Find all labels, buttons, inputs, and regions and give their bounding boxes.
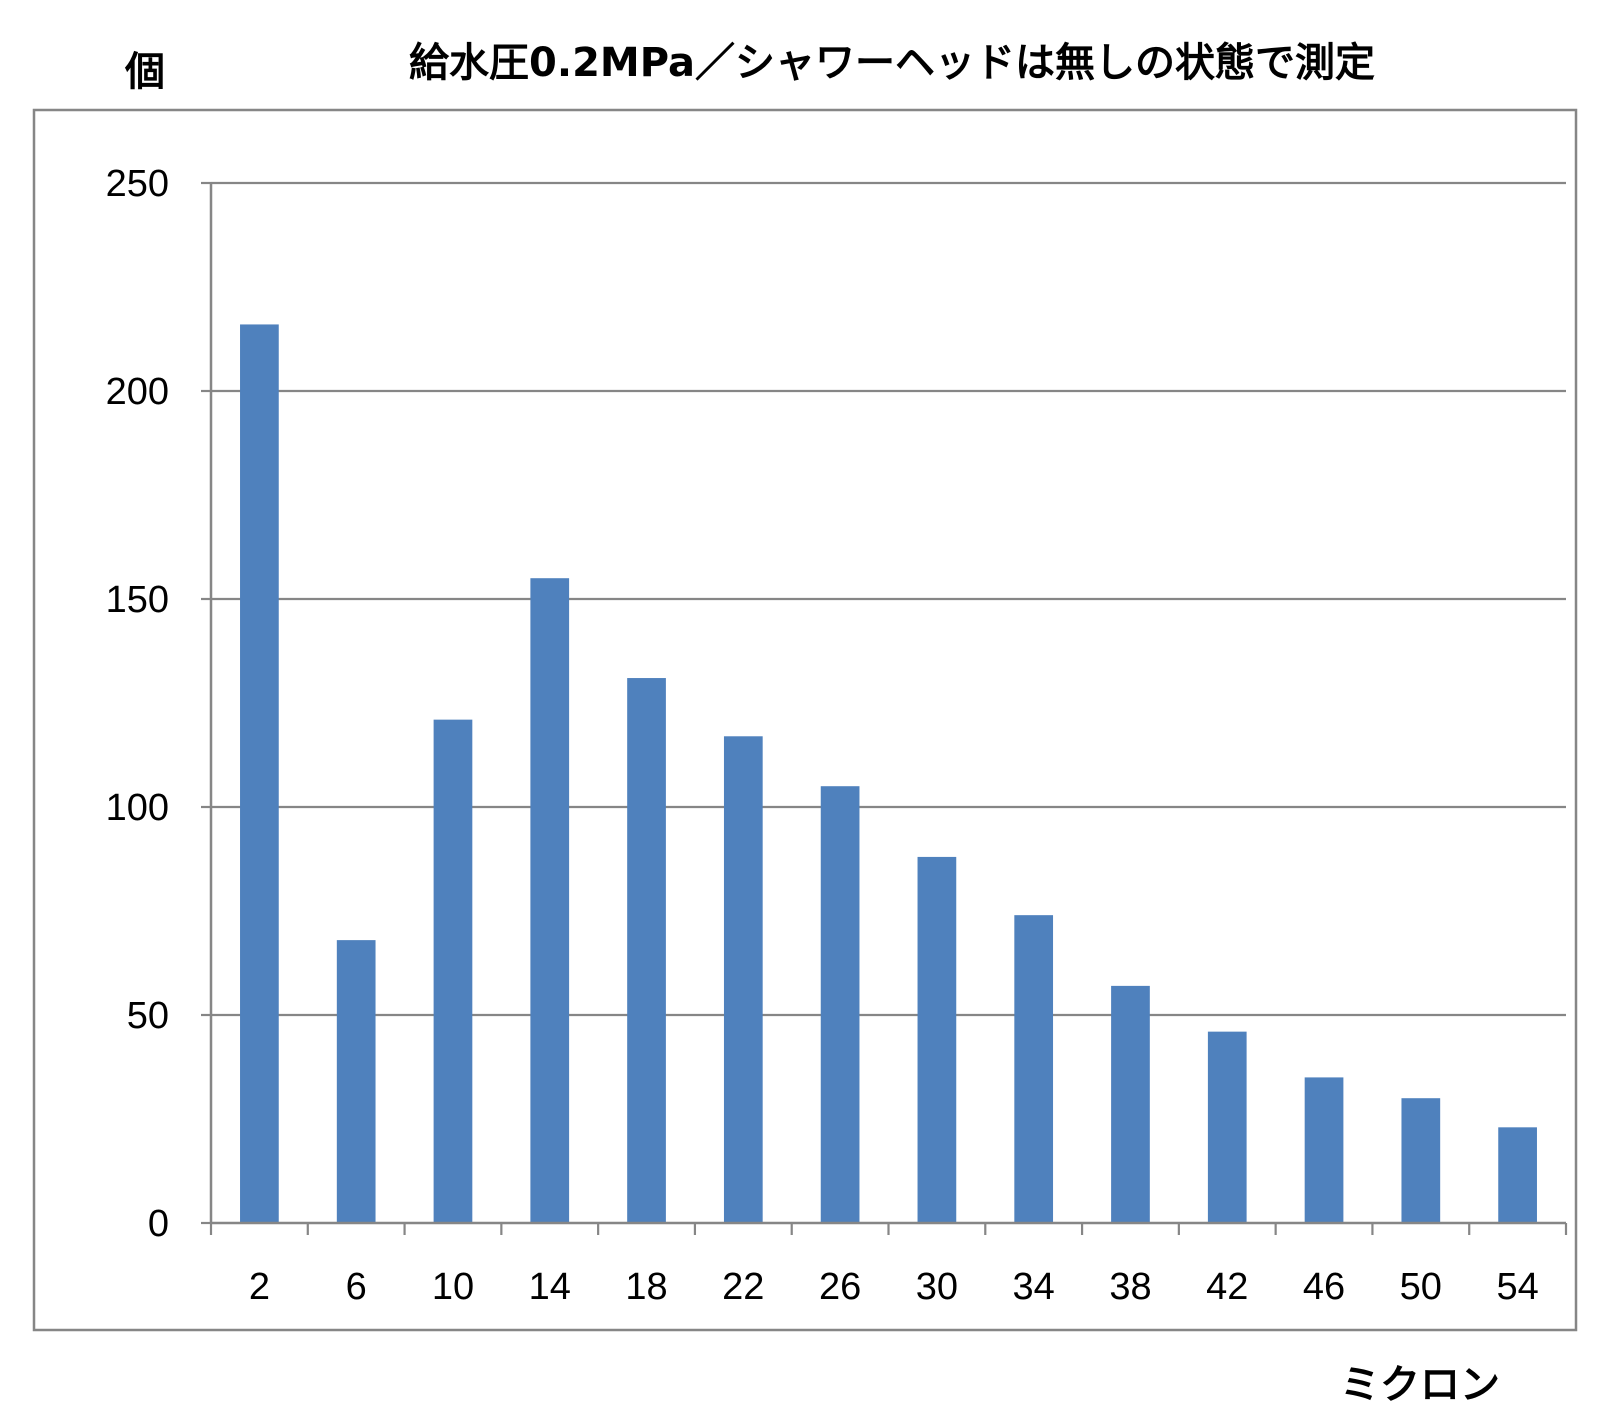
bar-6 bbox=[336, 940, 376, 1223]
bar-18 bbox=[627, 678, 666, 1223]
y-tick-label-100: 100 bbox=[106, 787, 169, 829]
x-tick-label-14: 14 bbox=[529, 1266, 571, 1308]
x-tick-label-10: 10 bbox=[432, 1266, 474, 1308]
x-tick-label-2: 2 bbox=[249, 1266, 270, 1308]
bar-42 bbox=[1207, 1031, 1247, 1223]
bar-14 bbox=[530, 578, 570, 1223]
y-axis-unit-label: 個 bbox=[124, 49, 165, 95]
bar-46 bbox=[1304, 1077, 1344, 1223]
y-tick-label-200: 200 bbox=[106, 371, 169, 413]
x-tick-label-18: 18 bbox=[625, 1266, 667, 1308]
chart-title: 給水圧0.2MPa／シャワーヘッドは無しの状態で測定 bbox=[409, 40, 1375, 86]
x-axis-unit-label: ミクロン bbox=[1340, 1362, 1500, 1408]
y-tick-label-250: 250 bbox=[106, 163, 169, 205]
y-tick-label-0: 0 bbox=[148, 1203, 169, 1245]
x-tick-label-26: 26 bbox=[819, 1266, 861, 1308]
x-tick-label-22: 22 bbox=[722, 1266, 764, 1308]
bar-30 bbox=[917, 856, 957, 1223]
x-tick-label-50: 50 bbox=[1400, 1266, 1442, 1308]
bar-2 bbox=[240, 324, 279, 1223]
x-tick-label-34: 34 bbox=[1013, 1266, 1055, 1308]
bars bbox=[240, 324, 1537, 1223]
bar-22 bbox=[723, 736, 763, 1223]
x-tick-label-38: 38 bbox=[1109, 1266, 1151, 1308]
y-tick-label-50: 50 bbox=[127, 995, 169, 1037]
y-axis-ticks: 0 50 100 150 200 250 bbox=[106, 163, 211, 1245]
x-tick-label-54: 54 bbox=[1496, 1266, 1538, 1308]
x-tick-label-30: 30 bbox=[916, 1266, 958, 1308]
y-tick-label-150: 150 bbox=[106, 579, 169, 621]
x-tick-label-42: 42 bbox=[1206, 1266, 1248, 1308]
bar-50 bbox=[1401, 1098, 1441, 1223]
bar-10 bbox=[433, 719, 473, 1223]
x-axis-ticks: 2 6 10 14 18 22 26 30 34 38 42 46 50 54 bbox=[209, 1223, 1568, 1308]
bar-38 bbox=[1111, 985, 1150, 1223]
x-tick-label-6: 6 bbox=[346, 1266, 367, 1308]
bar-34 bbox=[1014, 915, 1054, 1223]
bar-26 bbox=[820, 786, 860, 1223]
x-tick-label-46: 46 bbox=[1303, 1266, 1345, 1308]
bar-54 bbox=[1498, 1127, 1537, 1223]
